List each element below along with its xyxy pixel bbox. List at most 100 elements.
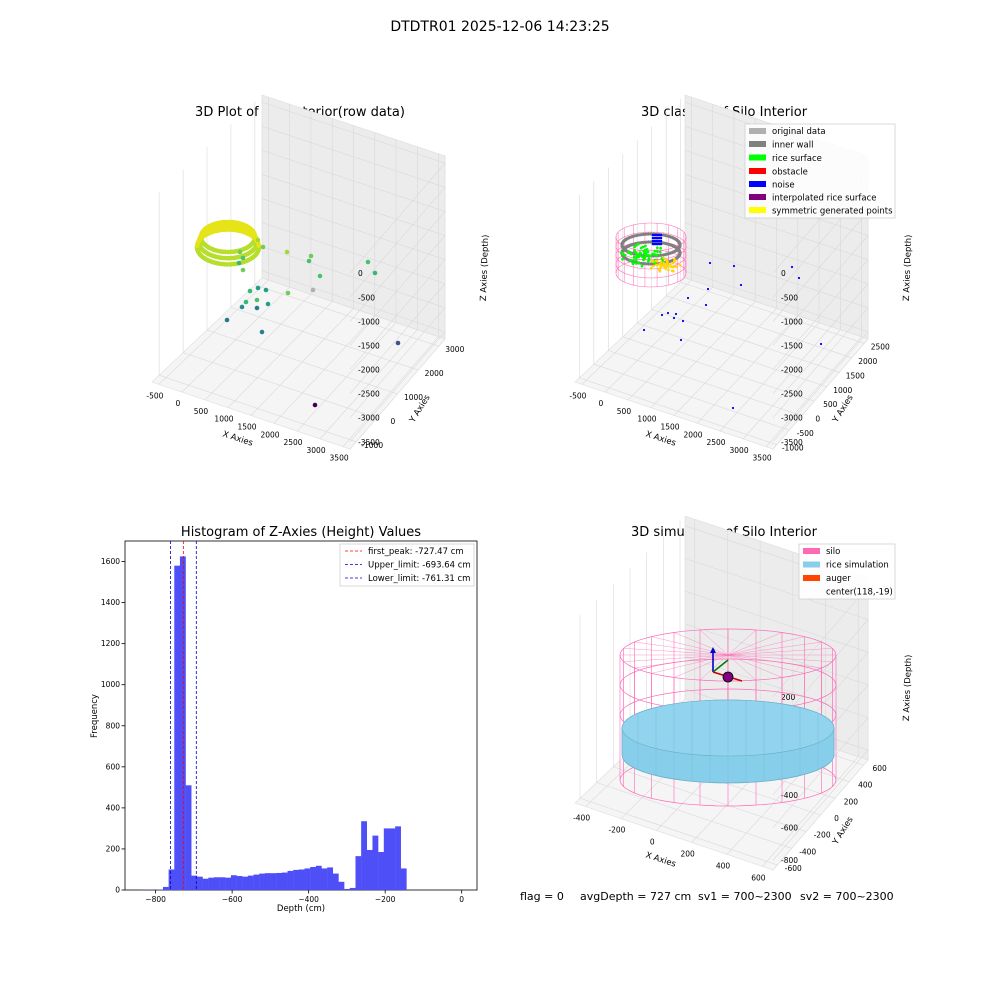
rice-surface-point — [646, 260, 650, 263]
x-tick-label: 2500 — [283, 438, 302, 447]
silo-spoke — [623, 654, 729, 662]
silo-spoke — [727, 632, 783, 656]
raw-point — [254, 305, 260, 311]
hist-ylabel: Frequency — [90, 694, 100, 738]
noise-point — [679, 338, 683, 342]
silo-spoke — [727, 636, 805, 656]
hist-bar — [372, 835, 379, 890]
hist-bar — [378, 852, 384, 890]
y-tick-label: 500 — [823, 400, 838, 409]
rice-surface-point — [642, 258, 645, 262]
x-tick-label: 600 — [751, 873, 766, 882]
grid-z — [261, 174, 446, 346]
grid-z — [261, 101, 446, 274]
x-tick-label: 1500 — [237, 423, 256, 432]
noise-point — [642, 328, 646, 332]
grid-x — [696, 315, 798, 424]
legend-obstacle: obstacle — [772, 168, 808, 178]
hist-bar — [361, 821, 368, 890]
inner-wall-point — [659, 253, 663, 257]
silo-spoke — [727, 654, 783, 678]
noise-point — [686, 296, 690, 300]
z-tick-label: -2000 — [358, 366, 380, 375]
suptitle: DTDTR01 2025-12-06 14:23:25 — [390, 19, 609, 35]
rice-surface-point — [634, 244, 638, 247]
raw-point — [236, 260, 242, 266]
inner-wall-point — [639, 233, 643, 237]
rice-surface-point — [638, 254, 641, 257]
y-tick-label: 1000 — [404, 393, 423, 402]
hist-bar — [349, 887, 356, 890]
grid-y — [637, 322, 827, 388]
symmetric-point — [652, 264, 655, 268]
noise-point — [659, 239, 663, 243]
raw-3d-ticks: -500 0 500 1000 1500 2000 2500 3000 3500 -1000 0 10… — [146, 269, 464, 462]
hist-legend-frame — [339, 543, 475, 587]
rice-surface-point — [629, 258, 633, 262]
legend-center: center(118,-19) — [826, 588, 893, 598]
noise-point — [657, 242, 661, 246]
y-tick-label: 0 — [390, 417, 395, 426]
y-tick-label: 600 — [873, 764, 888, 773]
classify-legend: original data inner wall rice surface ob… — [744, 123, 896, 219]
grid-y — [622, 336, 815, 402]
rice-surface-point — [649, 254, 652, 258]
x-tick-label: 1000 — [637, 415, 656, 424]
x-tick-label: 0 — [599, 399, 604, 408]
noise-point — [659, 233, 663, 237]
legend-swatch-noise — [749, 181, 766, 187]
legend-swatch-obstacle — [749, 168, 766, 174]
z-tick-label: -1000 — [781, 317, 803, 326]
z-tick-label: -500 — [358, 293, 375, 302]
hist-y-tick-label: 200 — [106, 844, 121, 853]
noise-point — [655, 242, 659, 246]
raw-point — [239, 304, 245, 310]
noise-point — [659, 236, 663, 240]
rice-surface-point — [644, 244, 647, 248]
grid-y — [230, 307, 419, 371]
symmetric-point — [658, 267, 661, 270]
raw-point — [243, 299, 249, 305]
rice-surface-point — [638, 251, 642, 255]
rice-surface-point — [656, 250, 659, 254]
grid-z — [684, 198, 869, 370]
x-tick-label: 500 — [194, 407, 209, 416]
raw-point — [312, 402, 318, 408]
grid-z — [261, 270, 446, 442]
noise-point — [653, 233, 657, 237]
hist-bar — [208, 877, 215, 890]
legend-swatch-auger — [803, 575, 820, 581]
auger-center — [722, 671, 734, 683]
inner-wall-point — [639, 261, 643, 265]
hist-x-tick-label: −400 — [298, 895, 319, 904]
raw-point — [285, 290, 291, 296]
y-tick-label: 2000 — [425, 369, 444, 378]
symmetric-point — [671, 261, 675, 265]
hist-bar — [310, 867, 317, 890]
legend-swatch-symmetric — [749, 207, 766, 213]
inner-wall-point — [678, 250, 682, 254]
inner-wall-point — [644, 240, 648, 244]
z-tick-label: -600 — [781, 824, 798, 833]
rice-surface-point — [645, 248, 649, 251]
x-tick-label: 3500 — [753, 454, 772, 463]
silo-spoke — [699, 629, 729, 656]
hist-bar — [298, 869, 305, 890]
x-tick-label: -400 — [573, 814, 590, 823]
x-tick-label: 3500 — [330, 454, 349, 463]
x-tick-label: 2000 — [260, 430, 279, 439]
noise-point — [704, 303, 708, 307]
z-tick-label: -2500 — [358, 390, 380, 399]
inner-wall-point — [641, 262, 646, 266]
silo-spoke — [673, 632, 729, 656]
y-tick-label: 3000 — [445, 345, 464, 354]
z-tick-label: 200 — [781, 693, 796, 702]
hist-bar — [259, 873, 266, 890]
x-tick-label: -500 — [146, 391, 163, 400]
auger-axis-z-head — [710, 647, 716, 653]
sim-xlabel: X Axies — [644, 850, 677, 869]
raw-point — [308, 253, 314, 259]
footer-sv1: sv1 = 700~2300 — [698, 890, 792, 903]
x-tick-label: 0 — [650, 838, 655, 847]
y-tick-label: 2000 — [858, 357, 877, 366]
